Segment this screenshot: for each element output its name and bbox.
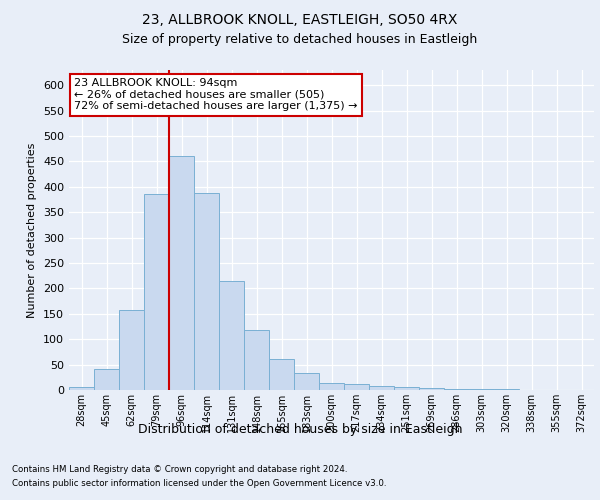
Bar <box>169 156 194 390</box>
Bar <box>444 389 469 390</box>
Text: Size of property relative to detached houses in Eastleigh: Size of property relative to detached ho… <box>122 32 478 46</box>
Bar <box>344 384 369 390</box>
Bar <box>144 194 169 390</box>
Text: Contains HM Land Registry data © Crown copyright and database right 2024.: Contains HM Land Registry data © Crown c… <box>12 465 347 474</box>
Y-axis label: Number of detached properties: Number of detached properties <box>28 142 37 318</box>
Bar <box>94 368 119 390</box>
Bar <box>194 193 219 390</box>
Text: 23 ALLBROOK KNOLL: 94sqm
← 26% of detached houses are smaller (505)
72% of semi-: 23 ALLBROOK KNOLL: 94sqm ← 26% of detach… <box>74 78 358 111</box>
Bar <box>69 388 94 390</box>
Bar <box>294 373 319 390</box>
Bar <box>319 383 344 390</box>
Text: Distribution of detached houses by size in Eastleigh: Distribution of detached houses by size … <box>138 422 462 436</box>
Bar <box>419 388 444 390</box>
Bar <box>244 330 269 390</box>
Bar <box>119 310 144 390</box>
Bar <box>219 281 244 390</box>
Bar <box>269 358 294 390</box>
Text: Contains public sector information licensed under the Open Government Licence v3: Contains public sector information licen… <box>12 479 386 488</box>
Bar <box>394 388 419 390</box>
Text: 23, ALLBROOK KNOLL, EASTLEIGH, SO50 4RX: 23, ALLBROOK KNOLL, EASTLEIGH, SO50 4RX <box>142 12 458 26</box>
Bar <box>369 386 394 390</box>
